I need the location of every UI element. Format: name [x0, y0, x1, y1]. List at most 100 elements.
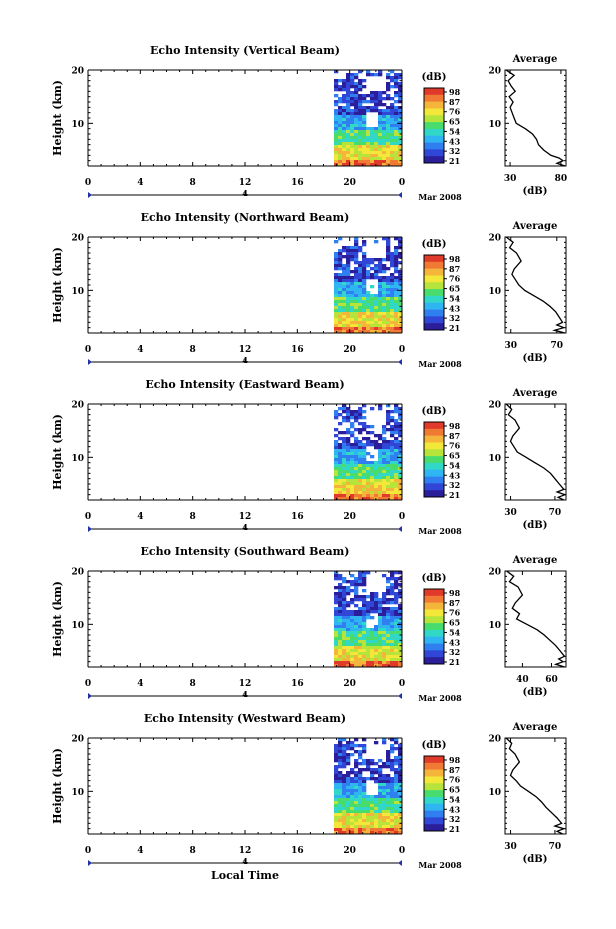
heatmap-cell — [358, 407, 363, 411]
heatmap-cell — [374, 73, 379, 77]
heatmap-cell — [334, 783, 339, 787]
heatmap-cell — [378, 491, 383, 495]
heatmap-cell — [378, 607, 383, 611]
heatmap-cell — [378, 637, 383, 641]
heatmap-cell — [346, 467, 351, 471]
colorbar-frame — [423, 421, 445, 498]
heatmap-cell — [398, 467, 403, 471]
heatmap-cell — [378, 404, 383, 408]
heatmap-cell — [338, 273, 343, 277]
colorbar-label: 54 — [449, 293, 461, 303]
heatmap-cell — [398, 240, 403, 244]
timeline-marker — [398, 526, 402, 532]
heatmap-cell — [398, 783, 403, 787]
timeline-marker — [88, 693, 92, 699]
heatmap-cell — [358, 139, 363, 143]
heatmap-cell — [390, 97, 395, 101]
heatmap-cell — [386, 810, 391, 814]
heatmap-cell — [362, 324, 367, 328]
heatmap-cell — [370, 315, 375, 319]
heatmap-cell — [350, 464, 355, 468]
heatmap-cell — [362, 634, 367, 638]
heatmap-cell — [338, 252, 343, 256]
colorbar-swatch — [424, 422, 444, 430]
heatmap-cell — [362, 148, 367, 152]
heatmap-cell — [386, 312, 391, 316]
heatmap-cell — [354, 303, 359, 307]
heatmap-cell — [370, 473, 375, 477]
heatmap-cell — [362, 297, 367, 301]
heatmap-cell — [358, 309, 363, 313]
heatmap-cell — [378, 652, 383, 656]
heatmap-cell — [358, 807, 363, 811]
heatmap-cell — [358, 136, 363, 140]
heatmap-cell — [354, 252, 359, 256]
average-xlabel: (dB) — [523, 353, 548, 364]
heatmap-cell — [350, 252, 355, 256]
heatmap-cell — [346, 258, 351, 262]
heatmap-cell — [334, 479, 339, 483]
heatmap-cell — [342, 488, 347, 492]
heatmap-cell — [354, 276, 359, 280]
heatmap-cell — [338, 464, 343, 468]
heatmap-cell — [354, 115, 359, 119]
heatmap-cell — [358, 410, 363, 414]
heatmap-cell — [374, 473, 379, 477]
heatmap-cell — [354, 798, 359, 802]
heatmap-cell — [390, 643, 395, 647]
heatmap-cell — [378, 327, 383, 331]
heatmap-cell — [358, 443, 363, 447]
heatmap-cell — [390, 288, 395, 292]
heatmap-cell — [378, 109, 383, 113]
heatmap-cell — [358, 792, 363, 796]
heatmap-cell — [370, 476, 375, 480]
heatmap-cell — [390, 762, 395, 766]
heatmap-cell — [346, 312, 351, 316]
heatmap-cell — [362, 825, 367, 829]
heatmap-cell — [398, 449, 403, 453]
heatmap-cell — [342, 819, 347, 823]
heatmap-cell — [362, 610, 367, 614]
heatmap-cell — [386, 789, 391, 793]
colorbar-swatch — [424, 255, 444, 263]
heatmap-cell — [370, 822, 375, 826]
heatmap-cell — [370, 163, 375, 167]
heatmap-cell — [338, 628, 343, 632]
heatmap-cell — [350, 473, 355, 477]
heatmap-cell — [346, 619, 351, 623]
heatmap-cell — [342, 628, 347, 632]
heatmap-cell — [386, 446, 391, 450]
heatmap-cell — [378, 264, 383, 268]
heatmap-cell — [394, 738, 399, 742]
heatmap-cell — [346, 485, 351, 489]
heatmap-cell — [390, 76, 395, 80]
heatmap-cell — [350, 637, 355, 641]
colorbar-swatch — [424, 462, 444, 471]
heatmap-cell — [374, 103, 379, 107]
heatmap-cell — [398, 595, 403, 599]
heatmap-cell — [334, 756, 339, 760]
heatmap-cell — [342, 100, 347, 104]
heatmap-cell — [398, 306, 403, 310]
heatmap-cell — [382, 762, 387, 766]
heatmap-cell — [354, 604, 359, 608]
heatmap-cell — [342, 294, 347, 298]
heatmap-cell — [366, 264, 371, 268]
heatmap-cell — [334, 324, 339, 328]
heatmap-cell — [382, 443, 387, 447]
heatmap-cell — [366, 610, 371, 614]
heatmap-cell — [334, 637, 339, 641]
heatmap-cell — [350, 315, 355, 319]
x-tick-label: 4 — [137, 679, 143, 689]
heatmap-cell — [374, 312, 379, 316]
heatmap-cell — [386, 252, 391, 256]
heatmap-cell — [354, 327, 359, 331]
heatmap-cell — [362, 330, 367, 334]
heatmap-cell — [370, 309, 375, 313]
heatmap-cell — [390, 634, 395, 638]
heatmap-cell — [358, 801, 363, 805]
heatmap-cell — [398, 750, 403, 754]
heatmap-cell — [354, 595, 359, 599]
heatmap-cell — [382, 136, 387, 140]
heatmap-cell — [358, 270, 363, 274]
